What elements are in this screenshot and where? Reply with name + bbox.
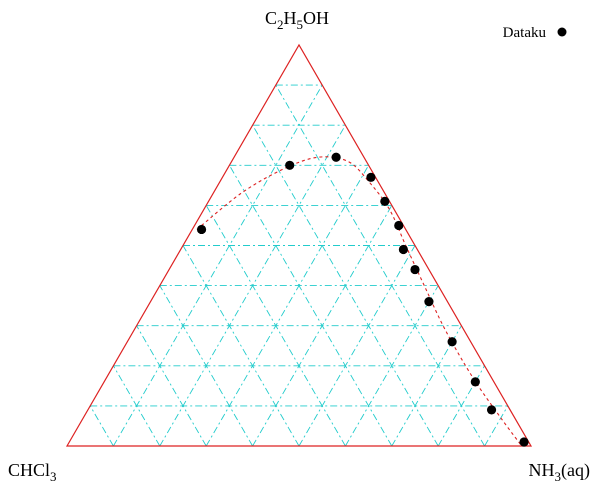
data-point (285, 160, 295, 170)
data-point (398, 244, 408, 255)
grid-line-right (391, 325, 462, 447)
data-point (519, 437, 529, 447)
data-point (331, 152, 341, 162)
data-point (394, 220, 404, 231)
data-point (380, 196, 390, 206)
legend-label: Dataku (503, 25, 547, 41)
grid-line-right (298, 245, 416, 447)
legend: Dataku (503, 25, 567, 41)
data-point (196, 224, 207, 235)
grid-line-left (229, 165, 393, 447)
data-point (447, 337, 457, 347)
vertex-label-right: NH3(aq) (529, 460, 590, 484)
vertex-label-left: CHCl3 (8, 460, 57, 484)
grid-line-right (345, 285, 439, 447)
grid-line-left (182, 245, 300, 447)
data-points (196, 152, 529, 447)
triangle-frame (65, 43, 533, 447)
grid-lines (89, 84, 509, 447)
data-point (424, 297, 434, 307)
data-point (486, 405, 497, 415)
grid-line-left (159, 285, 253, 447)
fit-curve (196, 156, 523, 447)
data-point (410, 264, 420, 275)
data-point (366, 172, 376, 182)
vertex-label-top: C2H5OH (265, 8, 329, 32)
grid-line-right (113, 84, 323, 447)
grid-line-left (136, 325, 207, 447)
grid-line-left (275, 84, 485, 447)
data-point (470, 377, 480, 387)
grid-line-left (113, 365, 161, 447)
grid-line-left (89, 405, 114, 447)
legend-marker (557, 27, 567, 37)
grid-line-right (205, 165, 369, 447)
